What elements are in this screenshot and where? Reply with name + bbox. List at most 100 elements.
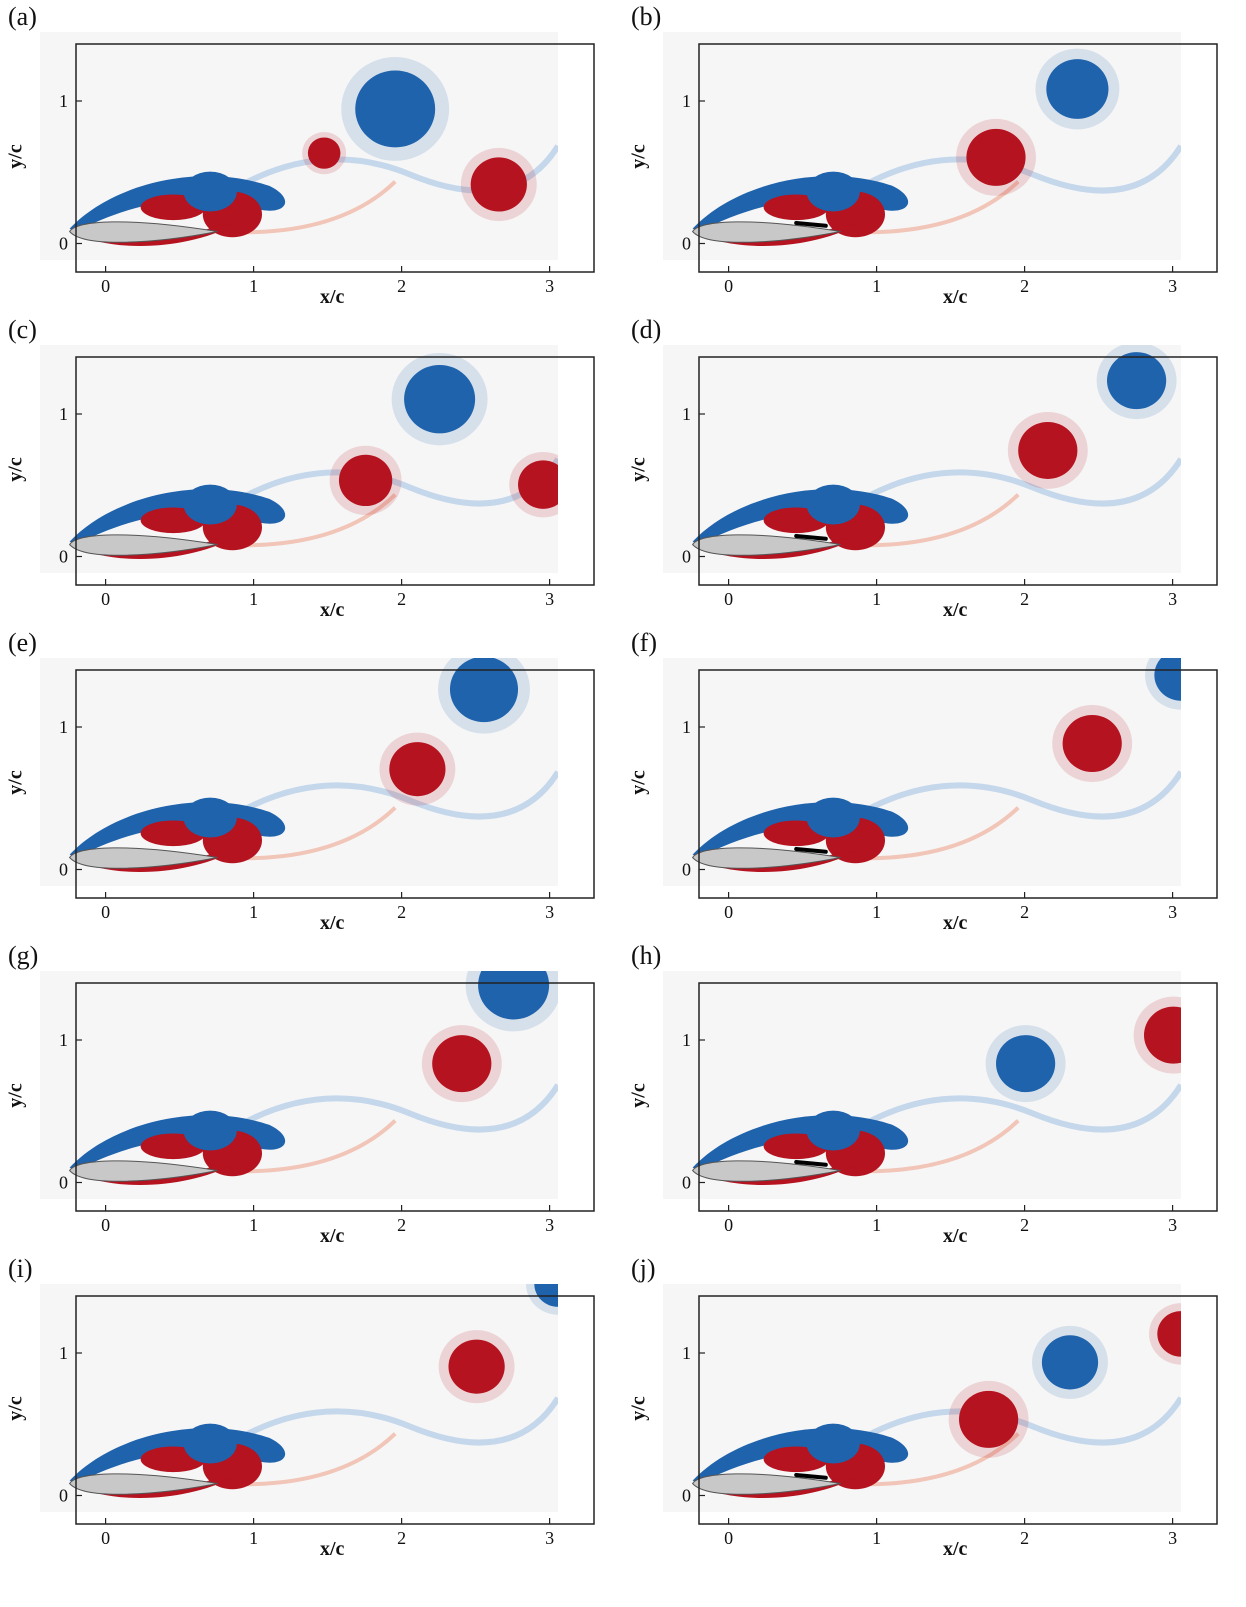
vorticity-contour-plot: 0 1 2 3 0 1 — [40, 32, 595, 296]
panel-label: (a) — [8, 2, 37, 31]
x-tick-label: 2 — [397, 276, 406, 296]
panel-h: (h) y/c x/c 0 1 2 3 0 1 — [623, 939, 1246, 1259]
y-tick-label: 1 — [682, 91, 691, 111]
shed-vortex — [996, 1035, 1056, 1093]
x-tick-label: 3 — [1168, 589, 1177, 609]
vorticity-contour-plot: 0 1 2 3 0 1 — [40, 971, 595, 1235]
y-tick-label: 1 — [59, 1030, 68, 1050]
plot-frame — [698, 43, 1218, 273]
y-tick-label: 1 — [59, 1343, 68, 1363]
x-tick-label: 1 — [872, 902, 881, 922]
flow-field — [40, 1284, 558, 1512]
airfoil — [691, 534, 841, 556]
x-axis-title: x/c — [943, 1538, 968, 1560]
x-tick-label: 1 — [872, 1215, 881, 1235]
x-tick-label: 0 — [101, 1215, 110, 1235]
airfoil — [68, 534, 218, 556]
flow-field — [663, 658, 1181, 886]
vorticity-contour-plot: 0 1 2 3 0 1 — [40, 1284, 595, 1548]
y-axis-title: y/c — [627, 144, 650, 169]
airfoil — [691, 1473, 841, 1495]
airfoil — [68, 221, 218, 243]
x-tick-label: 2 — [1020, 1528, 1029, 1548]
y-axis-title: y/c — [4, 144, 27, 169]
shed-vortex — [432, 1035, 492, 1093]
panel-j: (j) y/c x/c 0 1 2 3 0 1 — [623, 1252, 1246, 1572]
wake-filament — [823, 1083, 1181, 1152]
x-axis-title: x/c — [943, 599, 968, 621]
y-axis-title: y/c — [4, 457, 27, 482]
wake-filament — [200, 770, 558, 839]
self-actuated-flap — [794, 220, 828, 228]
x-tick-label: 3 — [545, 589, 554, 609]
shed-vortex — [1041, 1335, 1099, 1390]
x-tick-label: 3 — [1168, 902, 1177, 922]
y-tick-label: 1 — [682, 717, 691, 737]
separated-vortex — [806, 484, 860, 525]
vorticity-contour-plot: 0 1 2 3 0 1 — [40, 345, 595, 609]
y-tick-label: 0 — [682, 860, 691, 880]
x-tick-label: 0 — [724, 589, 733, 609]
x-tick-label: 1 — [249, 1528, 258, 1548]
panel-f: (f) y/c x/c 0 1 2 3 0 1 — [623, 626, 1246, 946]
flow-field — [663, 971, 1181, 1199]
x-tick-label: 2 — [397, 589, 406, 609]
x-tick-label: 2 — [397, 1528, 406, 1548]
shed-vortex — [1062, 715, 1122, 772]
x-tick-label: 0 — [724, 902, 733, 922]
self-actuated-flap — [794, 1472, 828, 1480]
plot-frame — [75, 1295, 595, 1525]
plot-frame — [75, 356, 595, 586]
separated-vortex — [806, 797, 860, 838]
x-tick-label: 1 — [872, 589, 881, 609]
flow-field — [40, 32, 558, 260]
x-tick-label: 0 — [101, 589, 110, 609]
shed-vortex — [966, 128, 1026, 186]
plot-frame — [75, 43, 595, 273]
vorticity-contour-plot: 0 1 2 3 0 1 — [663, 32, 1218, 296]
x-axis-title: x/c — [943, 286, 968, 308]
shed-vortex — [1107, 352, 1167, 410]
separated-vortex — [183, 797, 237, 838]
shed-vortex — [404, 364, 476, 434]
vorticity-contour-plot: 0 1 2 3 0 1 — [663, 658, 1218, 922]
self-actuated-flap — [794, 533, 828, 541]
shed-vortex — [307, 137, 341, 169]
wake-filament — [200, 1396, 558, 1465]
airfoil — [68, 1160, 218, 1182]
x-tick-label: 3 — [545, 1528, 554, 1548]
airfoil — [68, 1473, 218, 1495]
y-tick-label: 0 — [59, 860, 68, 880]
plot-frame — [698, 669, 1218, 899]
vorticity-contour-plot: 0 1 2 3 0 1 — [663, 971, 1218, 1235]
panel-label: (d) — [631, 315, 662, 344]
vorticity-contour-plot: 0 1 2 3 0 1 — [40, 658, 595, 922]
shed-vortex — [1154, 658, 1181, 701]
y-tick-label: 0 — [682, 1486, 691, 1506]
x-axis-title: x/c — [320, 912, 345, 934]
plot-frame — [698, 1295, 1218, 1525]
wake-filament — [823, 1396, 1181, 1465]
panel-c: (c) y/c x/c 0 1 2 3 0 1 — [0, 313, 623, 633]
panel-i: (i) y/c x/c 0 1 2 3 0 1 — [0, 1252, 623, 1572]
plot-frame — [75, 982, 595, 1212]
y-tick-label: 0 — [59, 234, 68, 254]
y-axis-title: y/c — [627, 1396, 650, 1421]
x-axis-title: x/c — [943, 1225, 968, 1247]
self-actuated-flap — [794, 1159, 828, 1167]
panel-label: (e) — [8, 628, 37, 657]
panel-e: (e) y/c x/c 0 1 2 3 0 1 — [0, 626, 623, 946]
x-tick-label: 3 — [545, 1215, 554, 1235]
x-axis-title: x/c — [320, 1538, 345, 1560]
x-tick-label: 1 — [872, 276, 881, 296]
panel-label: (b) — [631, 2, 662, 31]
x-tick-label: 2 — [1020, 1215, 1029, 1235]
y-tick-label: 0 — [59, 1173, 68, 1193]
y-tick-label: 0 — [682, 547, 691, 567]
plot-frame — [75, 669, 595, 899]
x-tick-label: 0 — [101, 902, 110, 922]
y-axis-title: y/c — [4, 1396, 27, 1421]
shed-vortex — [959, 1390, 1019, 1448]
shed-vortex — [389, 742, 446, 797]
separated-vortex — [806, 171, 860, 212]
